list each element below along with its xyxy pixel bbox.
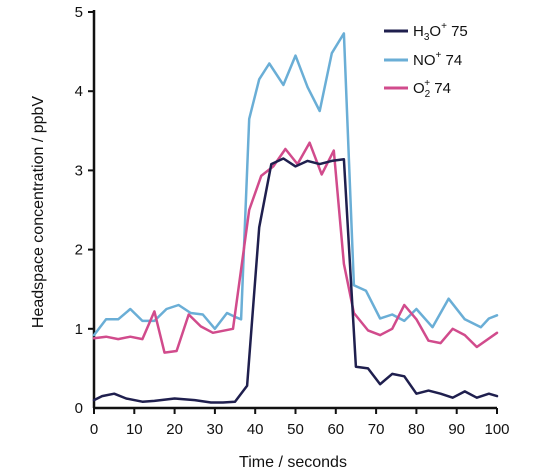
- y-tick-label: 0: [75, 400, 83, 417]
- legend-label-h3o-plus-75: H3O+ 75: [413, 21, 468, 43]
- y-tick-label: 4: [75, 83, 83, 100]
- y-axis-ticks: 0 1 2 3 4 5: [75, 4, 94, 417]
- y-tick-label: 1: [75, 321, 83, 338]
- legend-label-no-plus-74: NO+ 74: [413, 50, 462, 69]
- series-line-o2-plus-74: [92, 141, 499, 354]
- series-layer: [92, 32, 499, 404]
- x-axis-ticks: 0 10 20 30 40 50 60 70 80 90 100: [90, 408, 510, 438]
- y-tick-label: 2: [75, 242, 83, 259]
- series-line-h3o-plus-75: [92, 157, 499, 404]
- y-tick-label: 5: [75, 4, 83, 21]
- x-tick-label: 0: [90, 421, 98, 438]
- series-line-no-plus-74: [92, 32, 499, 337]
- x-tick-label: 90: [448, 421, 465, 438]
- legend: H3O+ 75 NO+ 74 O2+ 74: [384, 21, 468, 100]
- y-tick-label: 3: [75, 162, 83, 179]
- axes: [92, 10, 497, 410]
- x-tick-label: 10: [126, 421, 143, 438]
- x-tick-label: 50: [287, 421, 304, 438]
- x-tick-label: 30: [207, 421, 224, 438]
- x-axis-title: Time / seconds: [239, 454, 347, 471]
- x-tick-label: 80: [408, 421, 425, 438]
- x-tick-label: 60: [327, 421, 344, 438]
- x-tick-label: 20: [166, 421, 183, 438]
- legend-label-o2-plus-74: O2+ 74: [413, 78, 451, 100]
- x-tick-label: 40: [247, 421, 264, 438]
- x-tick-label: 70: [368, 421, 385, 438]
- y-axis-title: Headspace concentration / ppbV: [30, 96, 47, 328]
- x-tick-label: 100: [484, 421, 509, 438]
